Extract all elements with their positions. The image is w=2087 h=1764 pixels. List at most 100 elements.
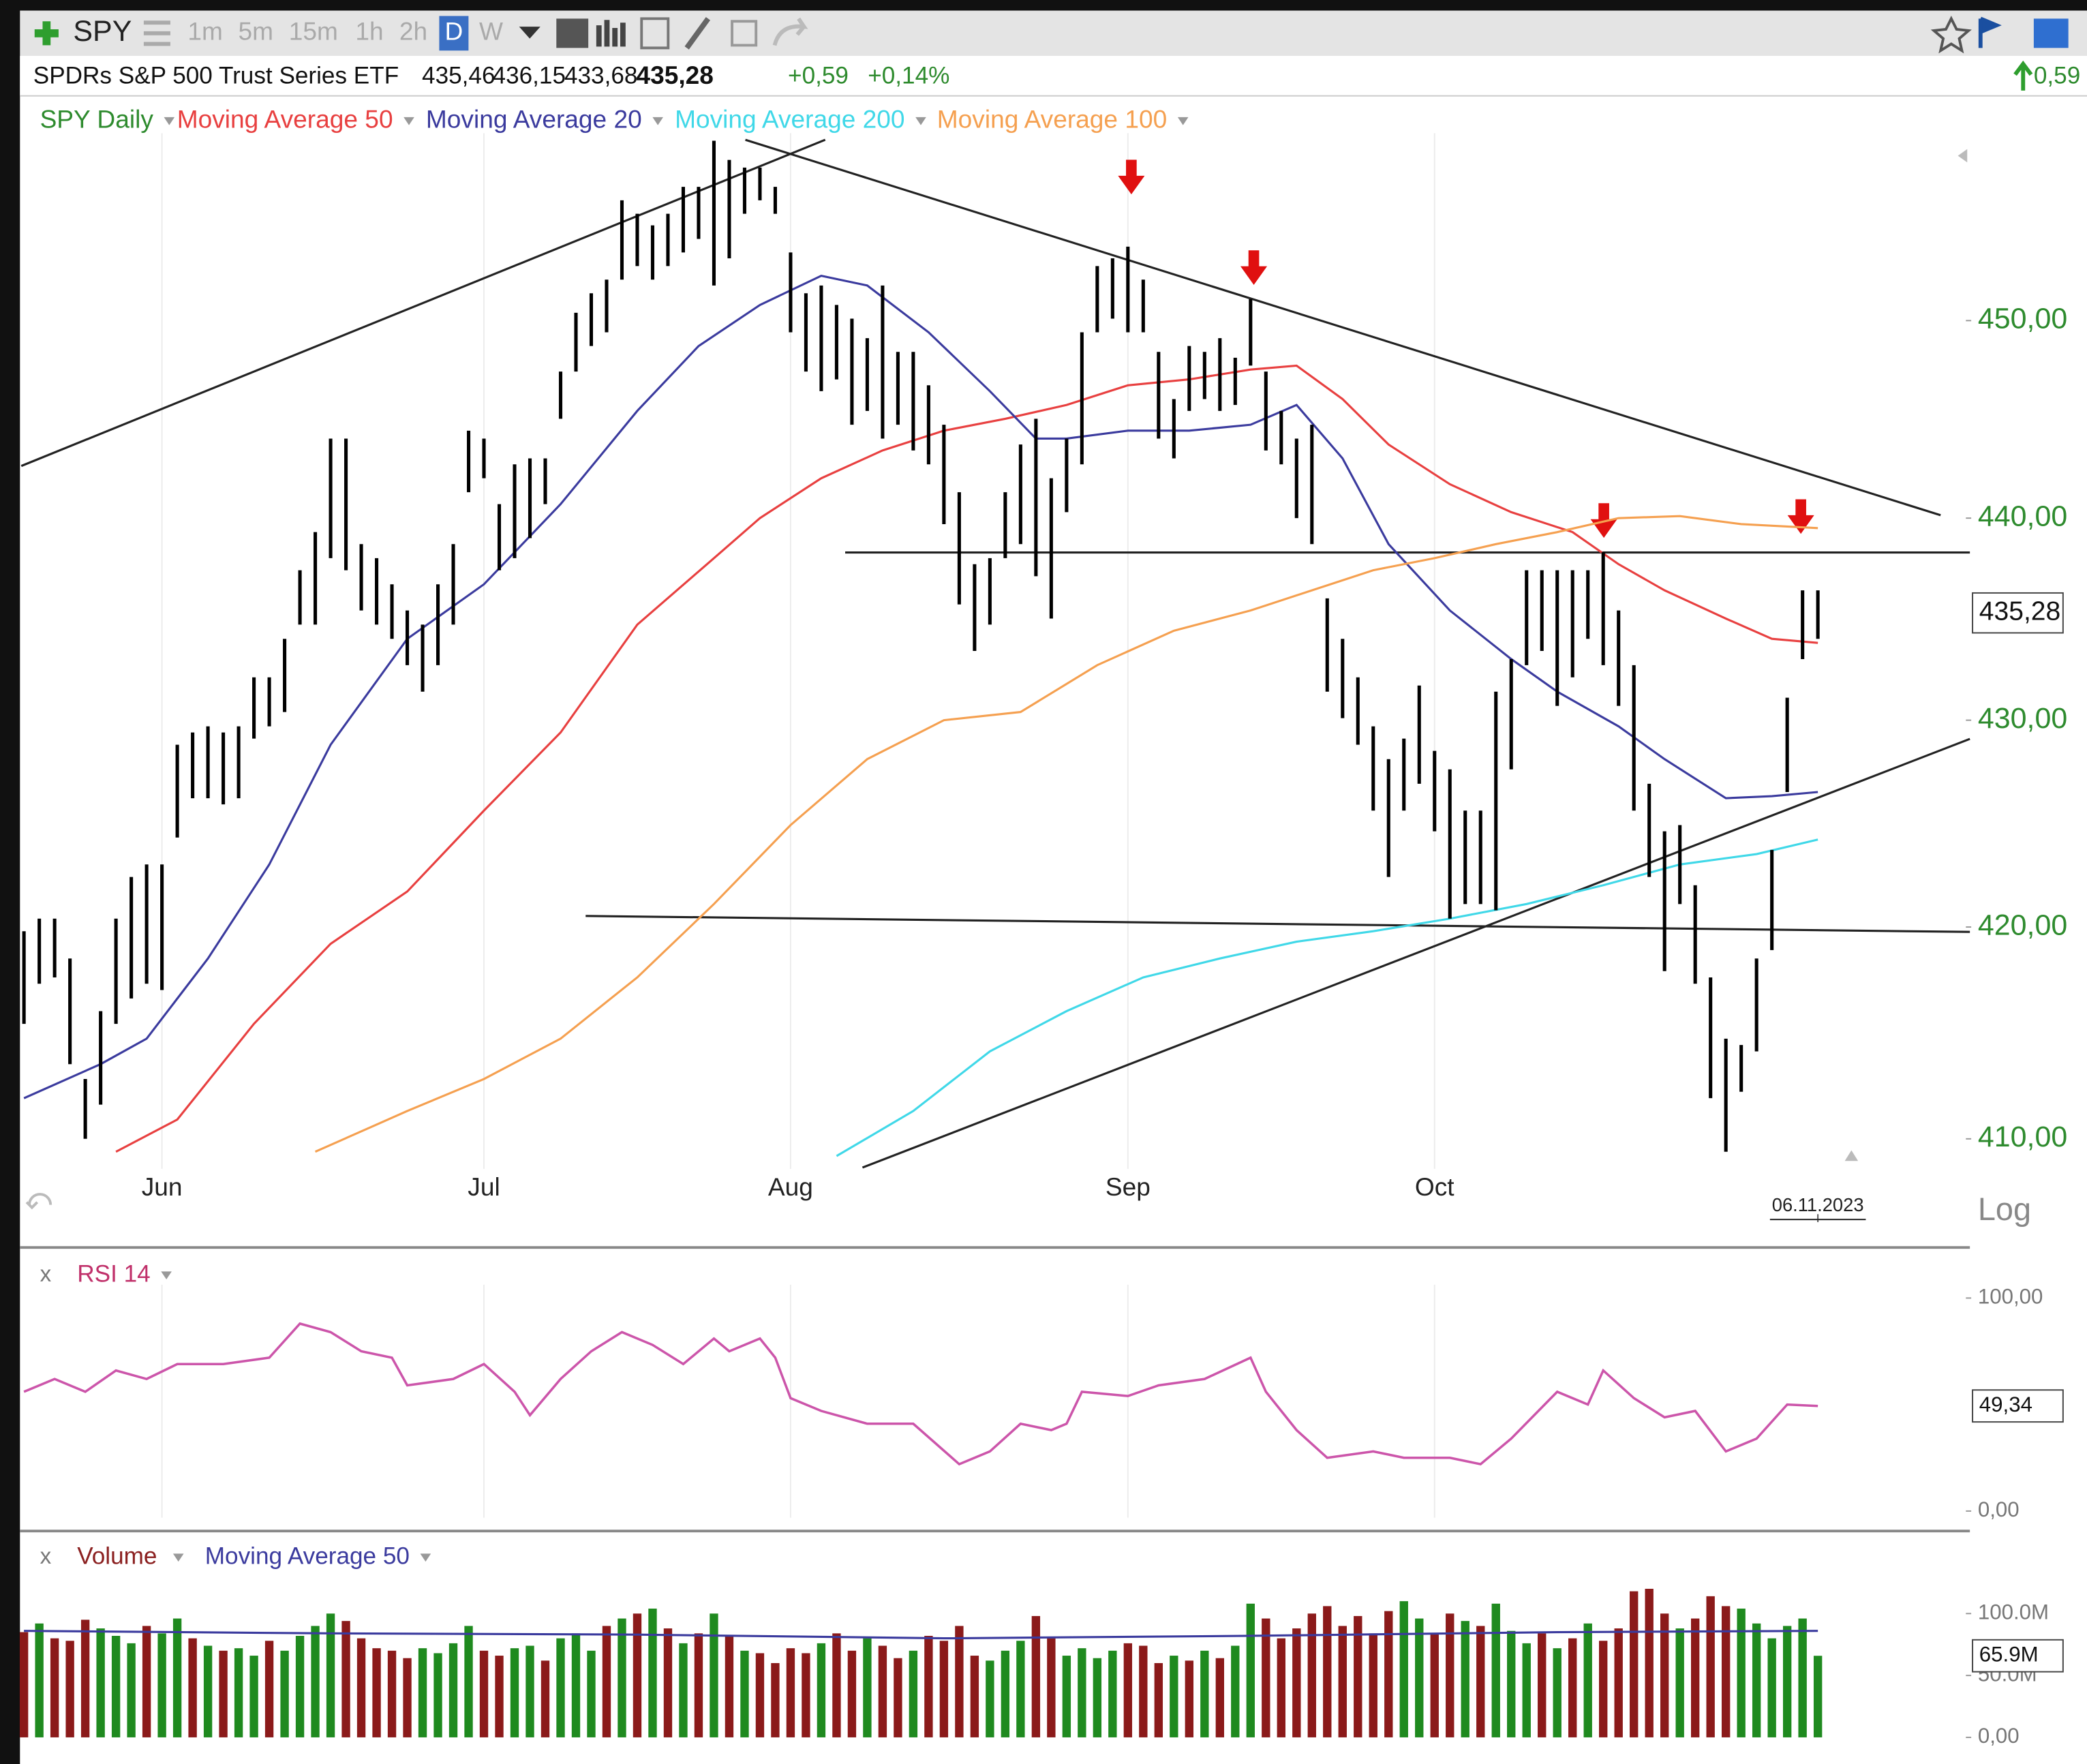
volume-bar bbox=[80, 1619, 90, 1737]
volume-bar bbox=[1001, 1650, 1010, 1737]
legend-dropdown bbox=[420, 1553, 431, 1562]
volume-bar bbox=[970, 1656, 979, 1737]
tool-icon[interactable] bbox=[772, 17, 808, 46]
star-icon[interactable] bbox=[1930, 15, 1972, 54]
legend-entry[interactable]: Moving Average 200 bbox=[675, 105, 904, 134]
scale-label: Log bbox=[1978, 1191, 2031, 1227]
y-tick-label: 440,00 bbox=[1978, 500, 2067, 532]
interval[interactable]: D bbox=[445, 17, 463, 46]
volume-bar bbox=[540, 1660, 550, 1737]
add-icon[interactable] bbox=[34, 21, 59, 46]
volume-bar bbox=[648, 1609, 657, 1737]
x-tick-label: Oct bbox=[1415, 1172, 1454, 1201]
top-border bbox=[0, 0, 2087, 11]
panel-title[interactable]: RSI 14 bbox=[77, 1260, 150, 1287]
tool-icon[interactable] bbox=[684, 17, 711, 50]
volume-bar bbox=[1446, 1613, 1454, 1737]
volume-bar bbox=[1630, 1591, 1639, 1737]
y-tick-label: 0,00 bbox=[1978, 1497, 2020, 1521]
reset-icon[interactable] bbox=[25, 1193, 52, 1210]
volume-bar bbox=[587, 1650, 596, 1737]
trendline bbox=[585, 915, 1970, 933]
trendline bbox=[862, 737, 1970, 1169]
volume-bar bbox=[863, 1638, 872, 1737]
tool-icon[interactable] bbox=[640, 17, 670, 50]
y-tick-label: 100,00 bbox=[1978, 1285, 2043, 1309]
quote-bar bbox=[20, 56, 2087, 96]
tool-icon[interactable] bbox=[731, 20, 758, 47]
volume-bar bbox=[894, 1658, 902, 1737]
legend-dropdown bbox=[403, 117, 414, 125]
indicator-line bbox=[314, 515, 1818, 1153]
volume-bar bbox=[1690, 1618, 1700, 1737]
volume-bar bbox=[939, 1641, 949, 1737]
volume-bar bbox=[172, 1618, 182, 1737]
legend-entry[interactable]: Moving Average 100 bbox=[937, 105, 1167, 134]
dropdown-icon[interactable] bbox=[519, 27, 540, 39]
quote-open: 435,46 bbox=[422, 63, 495, 89]
legend-entry[interactable]: SPY Daily bbox=[40, 105, 154, 134]
volume-bar bbox=[1706, 1596, 1715, 1737]
interval[interactable]: 2h bbox=[399, 17, 427, 46]
tool-icon[interactable] bbox=[556, 18, 589, 48]
interval[interactable]: W bbox=[479, 17, 503, 46]
trendline bbox=[745, 138, 1941, 517]
volume-bar bbox=[1721, 1606, 1731, 1737]
trendlines bbox=[20, 138, 1970, 1169]
volume-bar bbox=[1660, 1613, 1669, 1737]
volume-bar bbox=[909, 1650, 918, 1737]
volume-bar bbox=[1522, 1643, 1531, 1737]
volume-bar bbox=[1430, 1633, 1439, 1737]
volume-bar bbox=[1415, 1618, 1424, 1737]
volume-bar bbox=[1246, 1603, 1255, 1737]
tool-icon[interactable] bbox=[596, 20, 626, 47]
interval[interactable]: 1h bbox=[355, 17, 383, 46]
s-icon[interactable] bbox=[2033, 18, 2069, 48]
volume-bar bbox=[1568, 1638, 1577, 1737]
volume-bar bbox=[1752, 1623, 1761, 1737]
volume-bar bbox=[1093, 1658, 1102, 1737]
volume-bar bbox=[311, 1626, 320, 1737]
volume-bar bbox=[740, 1650, 749, 1737]
volume-bar bbox=[65, 1641, 74, 1737]
y-tick-label: 410,00 bbox=[1978, 1121, 2067, 1153]
panel-close[interactable]: x bbox=[40, 1262, 52, 1287]
interval[interactable]: 5m bbox=[239, 17, 274, 46]
legend-dropdown bbox=[164, 117, 175, 125]
volume-bar bbox=[1767, 1638, 1776, 1737]
legend-entry[interactable]: Moving Average 50 bbox=[205, 1543, 410, 1570]
volume-bar bbox=[111, 1635, 121, 1737]
symbol[interactable]: SPY bbox=[73, 15, 132, 48]
panel-title[interactable]: Volume bbox=[77, 1543, 157, 1570]
volume-bar bbox=[986, 1660, 994, 1737]
interval[interactable]: 15m bbox=[289, 17, 338, 46]
scroll-icon[interactable] bbox=[1957, 149, 1968, 163]
volume-bar bbox=[1782, 1626, 1792, 1737]
flag-icon[interactable] bbox=[1978, 16, 2002, 48]
volume-bar bbox=[433, 1653, 442, 1737]
legend-dropdown bbox=[172, 1553, 184, 1562]
volume-bar bbox=[847, 1650, 857, 1737]
scroll-icon[interactable] bbox=[1844, 1150, 1859, 1161]
trendline bbox=[20, 138, 826, 468]
volume-bar bbox=[372, 1648, 381, 1737]
legend-entry[interactable]: Moving Average 20 bbox=[426, 105, 642, 134]
volume-bar bbox=[832, 1633, 841, 1737]
interval[interactable]: 1m bbox=[187, 17, 223, 46]
legend-entry[interactable]: Moving Average 50 bbox=[177, 105, 393, 134]
volume-bar bbox=[618, 1618, 626, 1737]
volume-bar bbox=[295, 1635, 305, 1737]
volume-bar bbox=[387, 1650, 397, 1737]
volume-bar bbox=[755, 1653, 765, 1737]
volume-bar bbox=[1338, 1626, 1347, 1737]
instrument-name: SPDRs S&P 500 Trust Series ETF bbox=[33, 63, 399, 89]
volume-bar bbox=[1123, 1643, 1133, 1737]
quote-change: +0,59 bbox=[788, 63, 849, 89]
toolbar bbox=[0, 10, 2087, 57]
menu-icon[interactable] bbox=[143, 20, 170, 46]
volume-bar bbox=[1170, 1656, 1178, 1737]
red-arrow bbox=[1787, 499, 1814, 534]
y-tick-label: 450,00 bbox=[1978, 303, 2067, 335]
panel-close[interactable]: x bbox=[40, 1544, 52, 1569]
last-value-label: 49,34 bbox=[1979, 1393, 2032, 1416]
